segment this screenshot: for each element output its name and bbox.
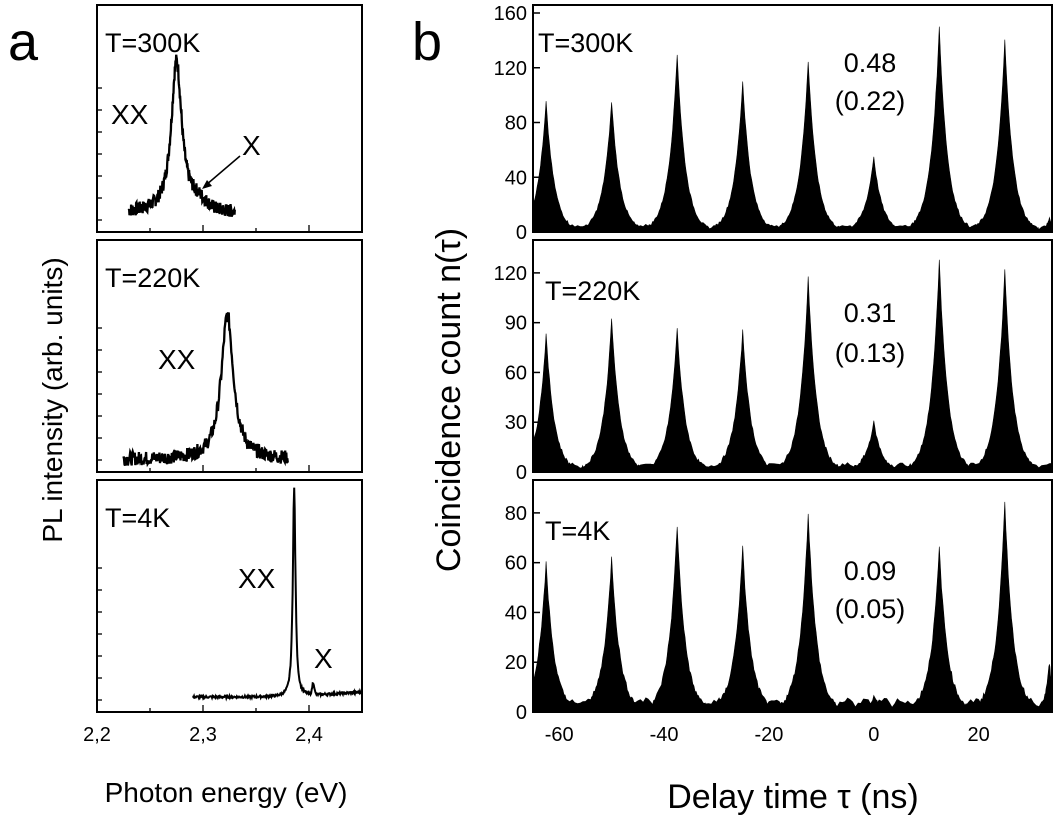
coincidence-peak [577,102,646,233]
y-tick-label: 40 [505,602,527,624]
x-tick-label: 2,2 [83,724,111,746]
x-axis-label: Delay time τ (ns) [667,778,918,816]
x-label: X [314,643,333,674]
x-tick-label: 2,3 [189,724,217,746]
y-tick-label: 0 [516,702,527,724]
panel-b: b 0 40 80 120 160 T=300K 0.48 (0.22) 0 30 60 90 120 T=… [412,3,1053,816]
y-tick-label: 160 [494,3,527,25]
panel-a-subplot: T=220K [96,239,363,473]
g2-value: 0.09 [844,556,897,586]
y-tick-label: 120 [494,263,527,285]
x-arrow [205,155,241,186]
coincidence-peak [839,420,908,473]
y-axis-label: Coincidence count n(τ) [430,228,468,572]
x-axis-label: Photon energy (eV) [105,777,348,808]
subplot-frame [96,4,363,233]
y-tick-label: 0 [516,222,527,244]
coincidence-peak [905,259,974,473]
coincidence-peak [971,39,1039,233]
xx-label: XX [238,563,276,594]
x-tick-label: 2,4 [295,724,323,746]
panel-b-subplot: 0 40 80 120 160 T=300K 0.48 (0.22) [494,3,1053,244]
xx-label: XX [111,99,149,130]
coincidence-peak [643,526,711,713]
y-tick-label: 80 [505,503,527,525]
pl-spectrum [127,54,236,217]
background-counts [533,697,1052,712]
background-counts [533,462,1052,472]
coincidence-peak [905,546,974,713]
temperature-label: T=4K [545,516,610,546]
y-tick-label: 60 [505,362,527,384]
y-tick-label: 90 [505,313,527,335]
coincidence-peak [971,501,1039,713]
temperature-label: T=220K [105,263,200,293]
y-tick-label: 60 [505,553,527,575]
coincidence-peak [971,269,1039,473]
coincidence-peak [774,61,843,233]
x-tick-label: 0 [868,724,879,746]
coincidence-peak [708,81,777,233]
panel-a-letter: a [8,12,39,72]
panel-a-subplot: T=300K [96,4,363,233]
x-label: X [242,130,261,161]
g2-value: 0.48 [844,48,897,78]
y-tick-label: 40 [505,167,527,189]
coincidence-peak [839,156,908,233]
temperature-label: T=300K [538,28,633,58]
subplot-frame [532,239,1053,473]
x-tick-label: -40 [650,724,679,746]
panel-b-subplot: 0 20 40 60 80 T=4K 0.09 (0.05) [505,479,1053,724]
x-arrow-head [202,180,212,189]
coincidence-peak [905,26,974,233]
subplot-frame [532,4,1053,233]
g2-value: 0.31 [844,298,897,328]
coincidence-peak [708,545,777,713]
temperature-label: T=220K [545,276,640,306]
panel-b-letter: b [412,12,442,72]
x-tick-label: -60 [545,724,574,746]
panel-a-subplot: T=4K [96,479,363,713]
y-tick-label: 0 [516,462,527,484]
pl-spectrum [122,312,289,468]
g2-corrected-value: (0.22) [835,86,906,116]
pl-spectrum [192,487,363,702]
y-axis-label: PL intensity (arb. units) [37,257,68,542]
y-tick-label: 80 [505,113,527,135]
coincidence-peak [532,561,580,713]
panel-b-subplot: 0 30 60 90 120 T=220K 0.31 (0.13) [494,239,1053,484]
coincidence-peak [643,328,711,473]
g2-corrected-value: (0.13) [835,338,906,368]
subplot-frame [96,239,363,473]
y-tick-label: 120 [494,58,527,80]
coincidence-peak [532,101,580,233]
x-tick-label: -20 [754,724,783,746]
temperature-label: T=300K [105,28,200,58]
coincidence-peak [577,318,646,473]
y-tick-label: 30 [505,412,527,434]
coincidence-peak [708,329,777,473]
coincidence-peak [643,54,711,233]
g2-corrected-value: (0.05) [835,594,906,624]
subplot-frame [532,479,1053,713]
temperature-label: T=4K [105,503,170,533]
coincidence-peak [774,513,843,713]
x-tick-label: 20 [967,724,989,746]
subplot-frame [96,479,363,713]
coincidence-peak [532,333,580,473]
xx-label: XX [158,344,196,375]
background-counts [533,224,1052,232]
coincidence-peak [774,276,843,473]
coincidence-peak [577,556,646,713]
y-tick-label: 20 [505,652,527,674]
